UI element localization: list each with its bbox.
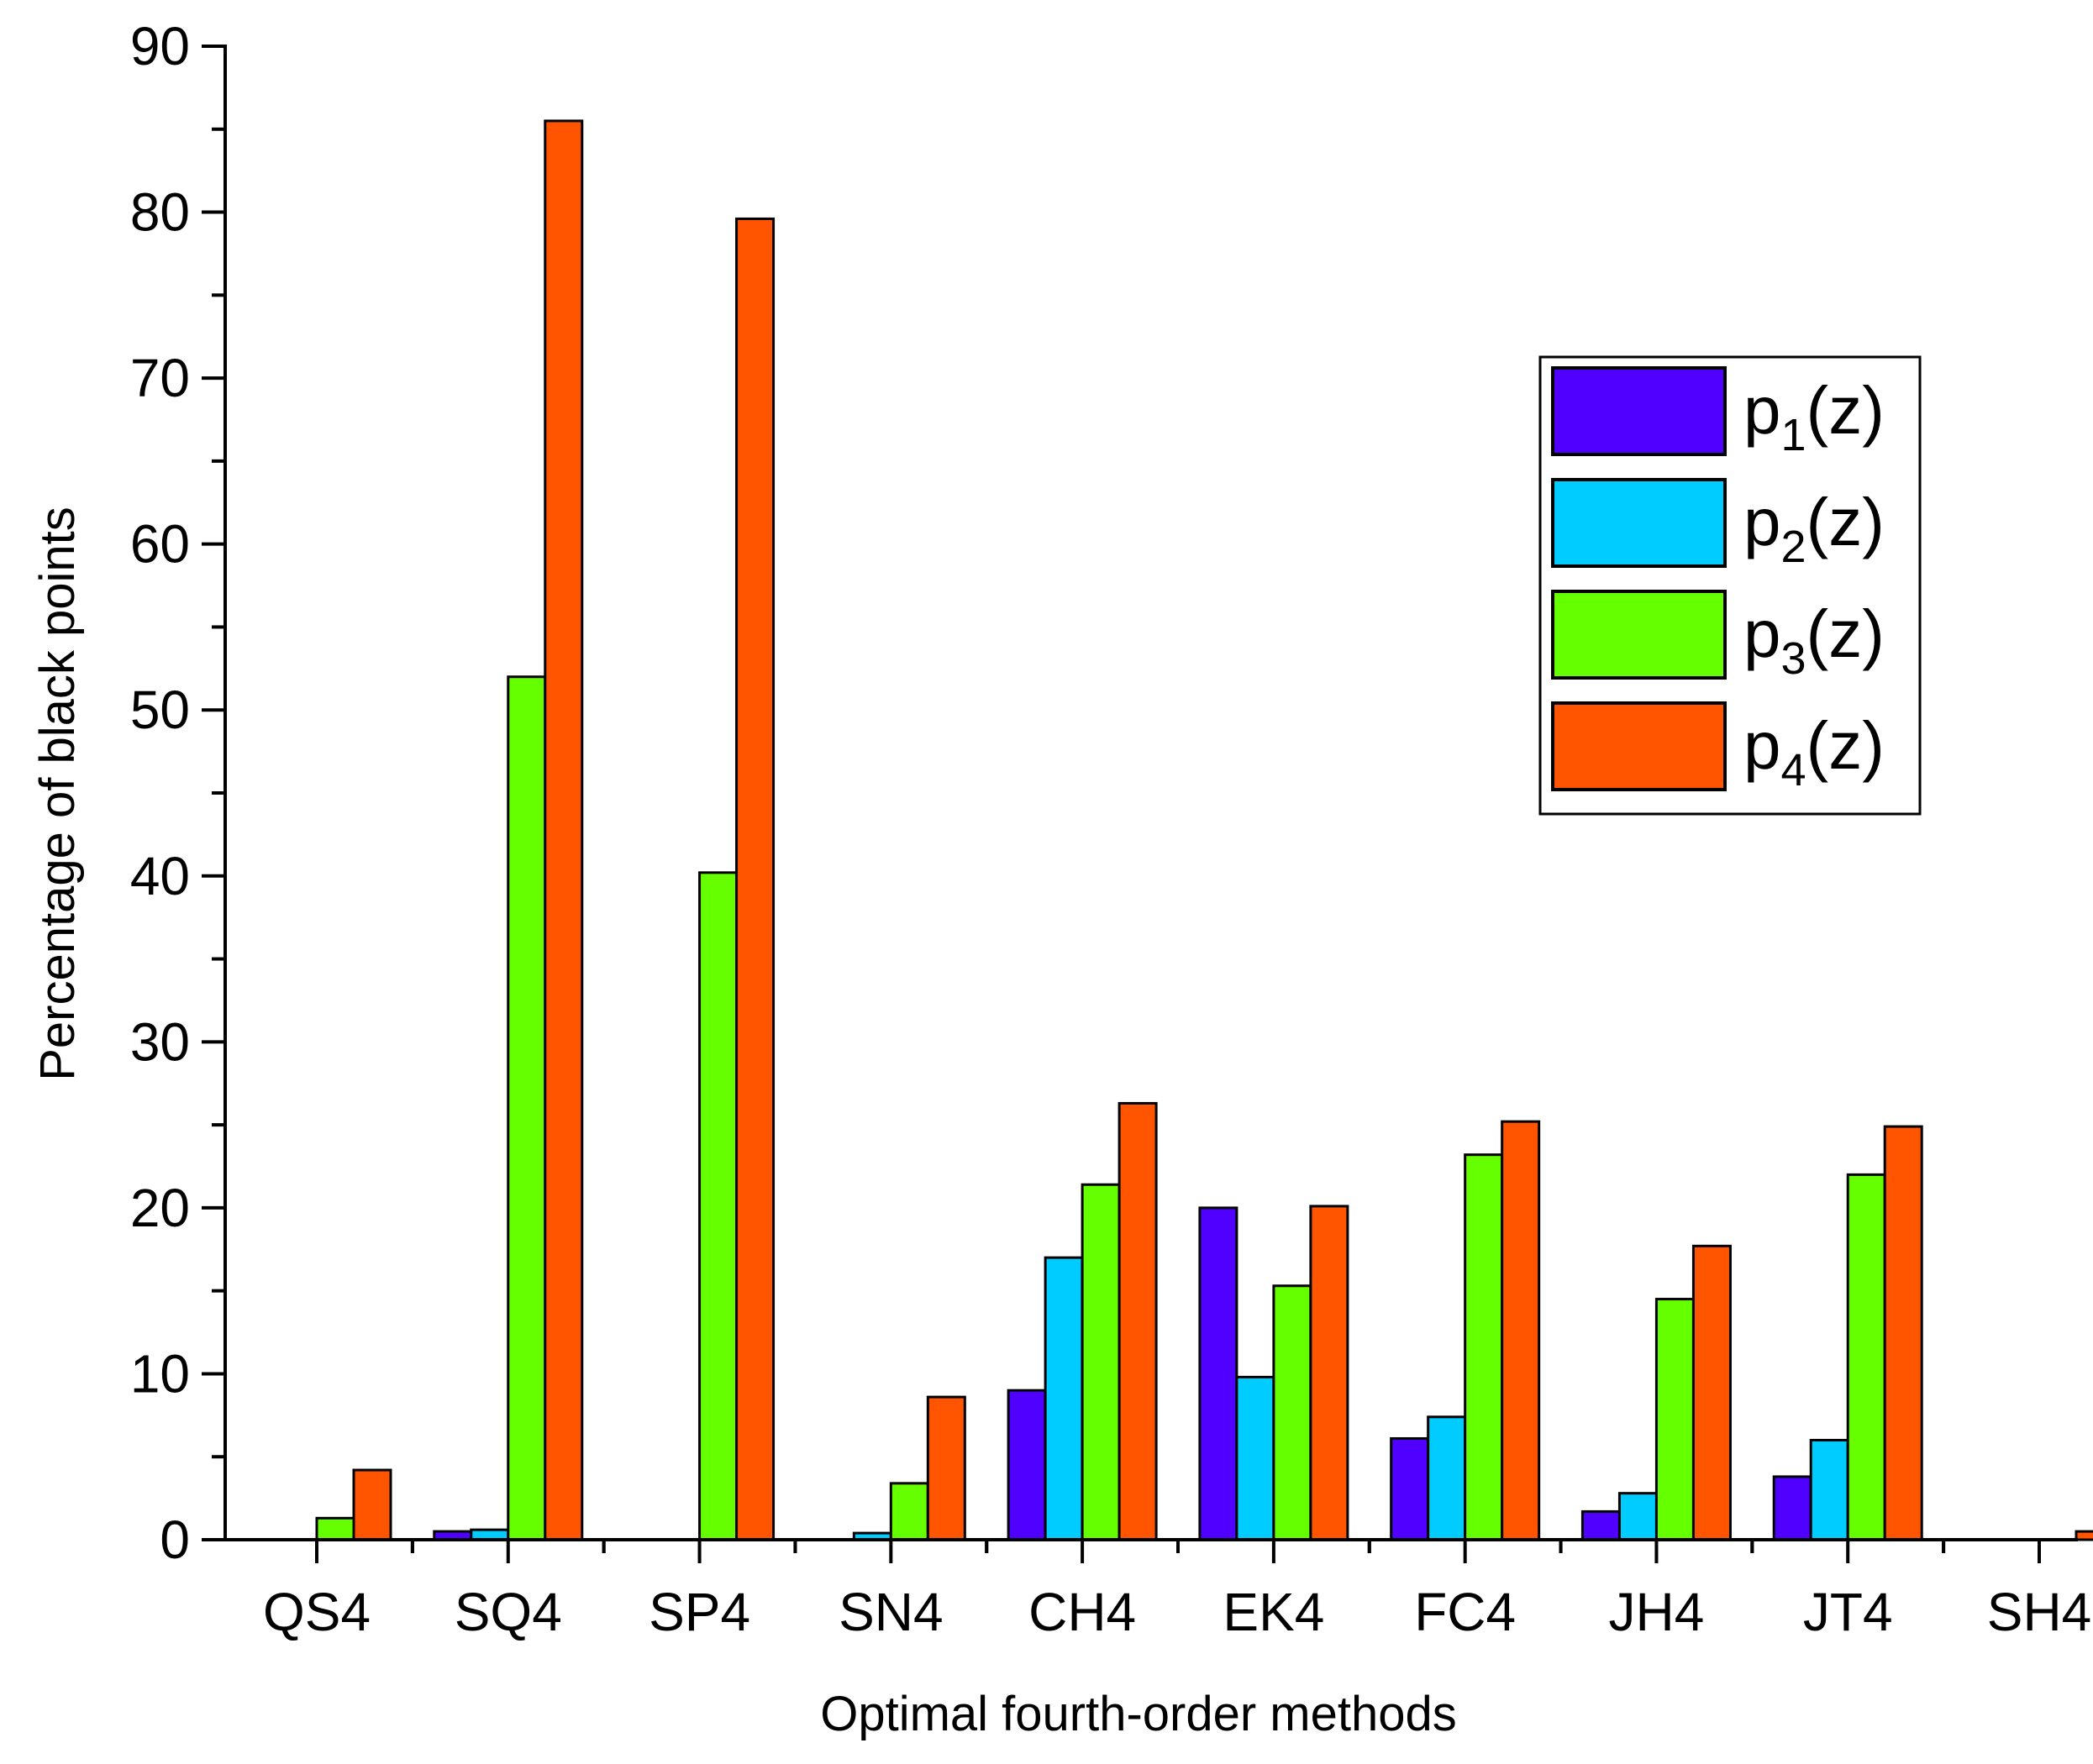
bar-sh4-series-4	[2075, 1530, 2093, 1541]
y-tick-label: 30	[130, 1011, 190, 1072]
bar-sp4-series-4	[735, 217, 776, 1541]
bar-ch4-series-2	[1044, 1256, 1084, 1541]
x-tick-label-ek4: EK4	[1223, 1582, 1324, 1642]
legend-swatch-series-3	[1551, 590, 1727, 680]
y-tick-label: 20	[130, 1178, 190, 1238]
y-tick-label: 10	[130, 1343, 190, 1404]
bar-jh4-series-3	[1654, 1298, 1695, 1541]
bar-jt4-series-3	[1846, 1173, 1886, 1541]
legend-swatch-series-2	[1551, 478, 1727, 568]
bar-jh4-series-4	[1691, 1244, 1732, 1541]
bar-jt4-series-4	[1883, 1125, 1923, 1541]
y-tick-label: 80	[130, 182, 190, 243]
legend-swatch-series-4	[1551, 701, 1727, 791]
bar-ek4-series-4	[1309, 1205, 1349, 1541]
x-tick-label-fc4: FC4	[1414, 1582, 1516, 1642]
bar-fc4-series-1	[1390, 1436, 1430, 1541]
x-tick-label-sh4: SH4	[1987, 1582, 2092, 1642]
bar-qs4-series-4	[352, 1468, 392, 1541]
bar-jt4-series-2	[1809, 1438, 1849, 1541]
bar-ch4-series-3	[1081, 1183, 1121, 1541]
bar-qs4-series-3	[315, 1516, 355, 1541]
y-tick-label: 0	[160, 1509, 190, 1570]
x-tick-label-sn4: SN4	[839, 1582, 944, 1642]
y-tick-label: 50	[130, 680, 190, 740]
x-tick-label-sq4: SQ4	[455, 1582, 562, 1642]
bars-layer	[315, 119, 2093, 1541]
bar-sq4-series-3	[507, 675, 547, 1541]
bar-ek4-series-2	[1235, 1375, 1275, 1541]
legend-label-series-2: p2(z)	[1743, 485, 1885, 572]
bar-fc4-series-2	[1427, 1415, 1467, 1541]
x-tick-label-ch4: CH4	[1028, 1582, 1136, 1642]
legend-label-series-1: p1(z)	[1743, 373, 1885, 460]
bar-jh4-series-1	[1580, 1509, 1621, 1541]
bar-ek4-series-1	[1198, 1206, 1238, 1541]
bar-sn4-series-3	[889, 1482, 929, 1541]
y-tick-label: 70	[130, 348, 190, 408]
x-tick-label-jh4: JH4	[1609, 1582, 1705, 1642]
x-tick-label-sp4: SP4	[649, 1582, 750, 1642]
bar-jt4-series-1	[1772, 1475, 1812, 1541]
legend-label-series-4: p4(z)	[1743, 708, 1885, 795]
legend-swatch-series-1	[1551, 366, 1727, 456]
x-axis-title: Optimal fourth-order methods	[820, 1687, 1457, 1741]
bar-sn4-series-4	[926, 1395, 966, 1541]
bar-fc4-series-4	[1501, 1120, 1541, 1541]
bar-sp4-series-3	[698, 871, 739, 1541]
bar-fc4-series-3	[1464, 1153, 1504, 1541]
y-tick-label: 40	[130, 846, 190, 906]
y-tick-label: 90	[130, 16, 190, 76]
x-tick-label-qs4: QS4	[263, 1582, 371, 1642]
legend-label-series-3: p3(z)	[1743, 596, 1885, 684]
x-tick-label-jt4: JT4	[1803, 1582, 1893, 1642]
y-axis-title: Percentage of black points	[30, 507, 85, 1081]
bar-ek4-series-3	[1272, 1284, 1312, 1541]
bar-jh4-series-2	[1617, 1492, 1658, 1541]
axes-layer: 0 10 20 30 40 50 60 70 80 90 QS4 SQ4 SP4 SN4 CH4 EK4 FC4…	[130, 16, 2091, 1642]
legend: p1(z) p2(z) p3(z) p4(z)	[1538, 355, 1922, 816]
y-tick-label: 60	[130, 514, 190, 575]
bar-ch4-series-4	[1117, 1101, 1158, 1541]
bar-sq4-series-4	[544, 119, 584, 1541]
bar-ch4-series-1	[1007, 1389, 1047, 1541]
